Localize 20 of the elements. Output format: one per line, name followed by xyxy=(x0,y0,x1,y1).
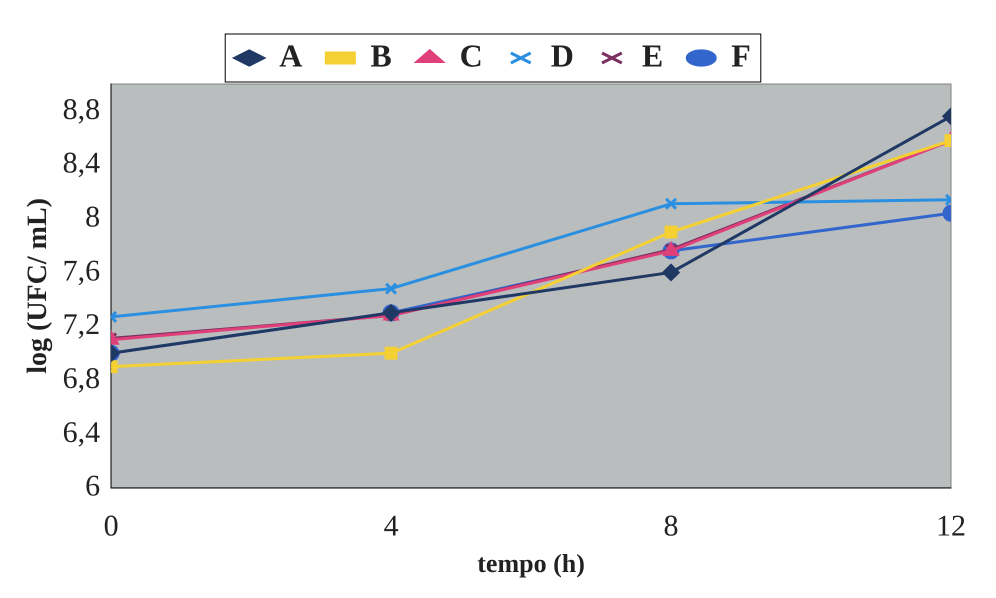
y-tick-label: 7,6 xyxy=(62,254,100,288)
y-tick-label: 7,2 xyxy=(62,308,100,342)
y-tick-label: 8,8 xyxy=(62,92,100,126)
legend-label: B xyxy=(370,37,392,74)
y-tick-label: 6 xyxy=(85,470,100,503)
legend-label: F xyxy=(731,37,751,74)
legend-label: E xyxy=(642,37,664,74)
y-tick-label: 8,4 xyxy=(62,146,100,180)
legend-label: C xyxy=(460,37,483,74)
y-tick-label: 6,8 xyxy=(62,362,100,395)
x-tick-label: 8 xyxy=(664,510,679,543)
x-tick-label: 12 xyxy=(936,510,966,543)
y-tick-label: 8 xyxy=(85,200,100,234)
x-tick-label: 4 xyxy=(384,510,399,543)
legend-label: D xyxy=(550,37,574,74)
y-tick-label: 6,4 xyxy=(62,416,100,449)
y-axis-title: log (UFC/ mL) xyxy=(22,198,54,374)
legend-label: A xyxy=(279,37,302,74)
x-axis-title: tempo (h) xyxy=(477,549,585,578)
x-tick-label: 0 xyxy=(104,510,119,543)
